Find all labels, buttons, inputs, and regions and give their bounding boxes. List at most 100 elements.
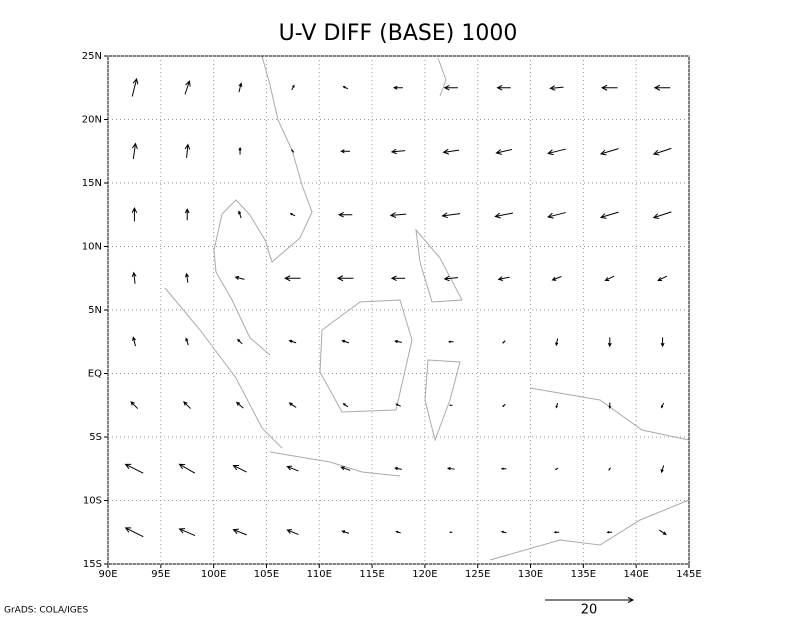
wind-vector [286, 465, 299, 472]
wind-vector [131, 207, 138, 222]
wind-vector [449, 404, 453, 407]
plot-frame [107, 55, 690, 565]
wind-vector [337, 211, 353, 218]
wind-vector [238, 210, 242, 219]
footer: GrADS: COLA/IGES [4, 606, 88, 616]
y-tick-label: 10N [82, 242, 102, 253]
wind-vector [502, 340, 506, 344]
x-tick-label: 95E [151, 569, 170, 580]
wind-vector [441, 212, 461, 219]
wind-vector [553, 531, 560, 534]
wind-vector [652, 211, 672, 219]
wind-vector [395, 530, 401, 534]
y-tick-label: 10S [83, 496, 102, 507]
wind-vector [607, 337, 612, 348]
wind-vector [449, 531, 453, 534]
wind-vector [442, 148, 460, 155]
coastline [319, 299, 413, 413]
x-tick-label: 90E [98, 569, 117, 580]
wind-vector [289, 213, 296, 217]
wind-vector [238, 146, 242, 155]
wind-vector [234, 275, 245, 280]
wind-vector [178, 528, 196, 537]
wind-vector [286, 529, 299, 535]
wind-vector [288, 339, 297, 344]
coastline [424, 359, 461, 442]
wind-vector [185, 272, 189, 283]
wind-vector [496, 84, 511, 91]
coastline [269, 451, 401, 477]
wind-vector [547, 148, 566, 156]
wind-vector [652, 147, 672, 156]
wind-vector [342, 403, 349, 408]
wind-vector [660, 402, 665, 409]
wind-vector [389, 212, 407, 218]
x-tick-label: 140E [623, 569, 648, 580]
wind-vector [555, 338, 559, 347]
wind-vector [446, 466, 455, 471]
wind-vector [554, 467, 559, 470]
wind-vector [340, 466, 351, 471]
wind-vector [547, 212, 566, 219]
wind-vector [124, 463, 144, 474]
wind-vector [232, 464, 247, 473]
y-tick-label: 15N [82, 178, 102, 189]
wind-vector [184, 143, 191, 158]
wind-vector [235, 401, 244, 409]
wind-vector [502, 403, 506, 408]
wind-vector [291, 84, 295, 91]
wind-vector [130, 401, 139, 409]
wind-vector [494, 212, 514, 219]
wind-vector [185, 337, 189, 346]
wind-vector [341, 339, 350, 344]
wind-vector [284, 275, 301, 282]
wind-vector [131, 271, 137, 284]
x-tick-label: 115E [359, 569, 384, 580]
chart-title: U-V DIFF (BASE) 1000 [279, 21, 518, 46]
wind-vector [394, 339, 402, 344]
wind-vector [608, 402, 612, 410]
coastlines [164, 55, 690, 561]
x-tick-label: 120E [412, 569, 437, 580]
x-tick-label: 100E [201, 569, 226, 580]
wind-vector [131, 142, 138, 160]
wind-vector [659, 529, 667, 536]
reference-label: 20 [581, 603, 598, 618]
wind-vector [288, 402, 297, 408]
wind-vector [232, 528, 247, 536]
wind-vector [390, 275, 406, 282]
wind-vector [290, 149, 295, 153]
coastline [489, 499, 690, 561]
wind-vector [392, 85, 403, 90]
wind-vector [443, 84, 458, 91]
wind-vector [178, 463, 196, 474]
wind-vector [443, 275, 458, 282]
wind-vector [500, 530, 507, 534]
wind-vector [394, 466, 402, 471]
wind-vector [395, 403, 401, 407]
wind-vector [660, 465, 665, 474]
wind-vector [495, 149, 512, 155]
wind-vector [608, 467, 611, 471]
y-tick-label: 5N [88, 305, 102, 316]
wind-vector [390, 148, 406, 155]
coastline [529, 387, 690, 441]
wind-vector [124, 527, 144, 538]
y-tick-label: 15S [83, 559, 102, 570]
x-tick-label: 145E [676, 569, 701, 580]
wind-vector [447, 340, 454, 343]
x-tick-label: 125E [465, 569, 490, 580]
wind-vector [340, 149, 351, 154]
wind-vector [238, 82, 243, 93]
wind-vector [551, 276, 562, 281]
wind-vector [606, 531, 612, 534]
wind-vector [497, 276, 510, 281]
x-tick-label: 105E [254, 569, 279, 580]
wind-vector [132, 336, 136, 347]
wind-vector [184, 208, 190, 221]
wind-vector [657, 275, 668, 281]
coastline [213, 55, 313, 356]
wind-vector [500, 467, 507, 470]
y-tick-label: EQ [88, 369, 102, 380]
